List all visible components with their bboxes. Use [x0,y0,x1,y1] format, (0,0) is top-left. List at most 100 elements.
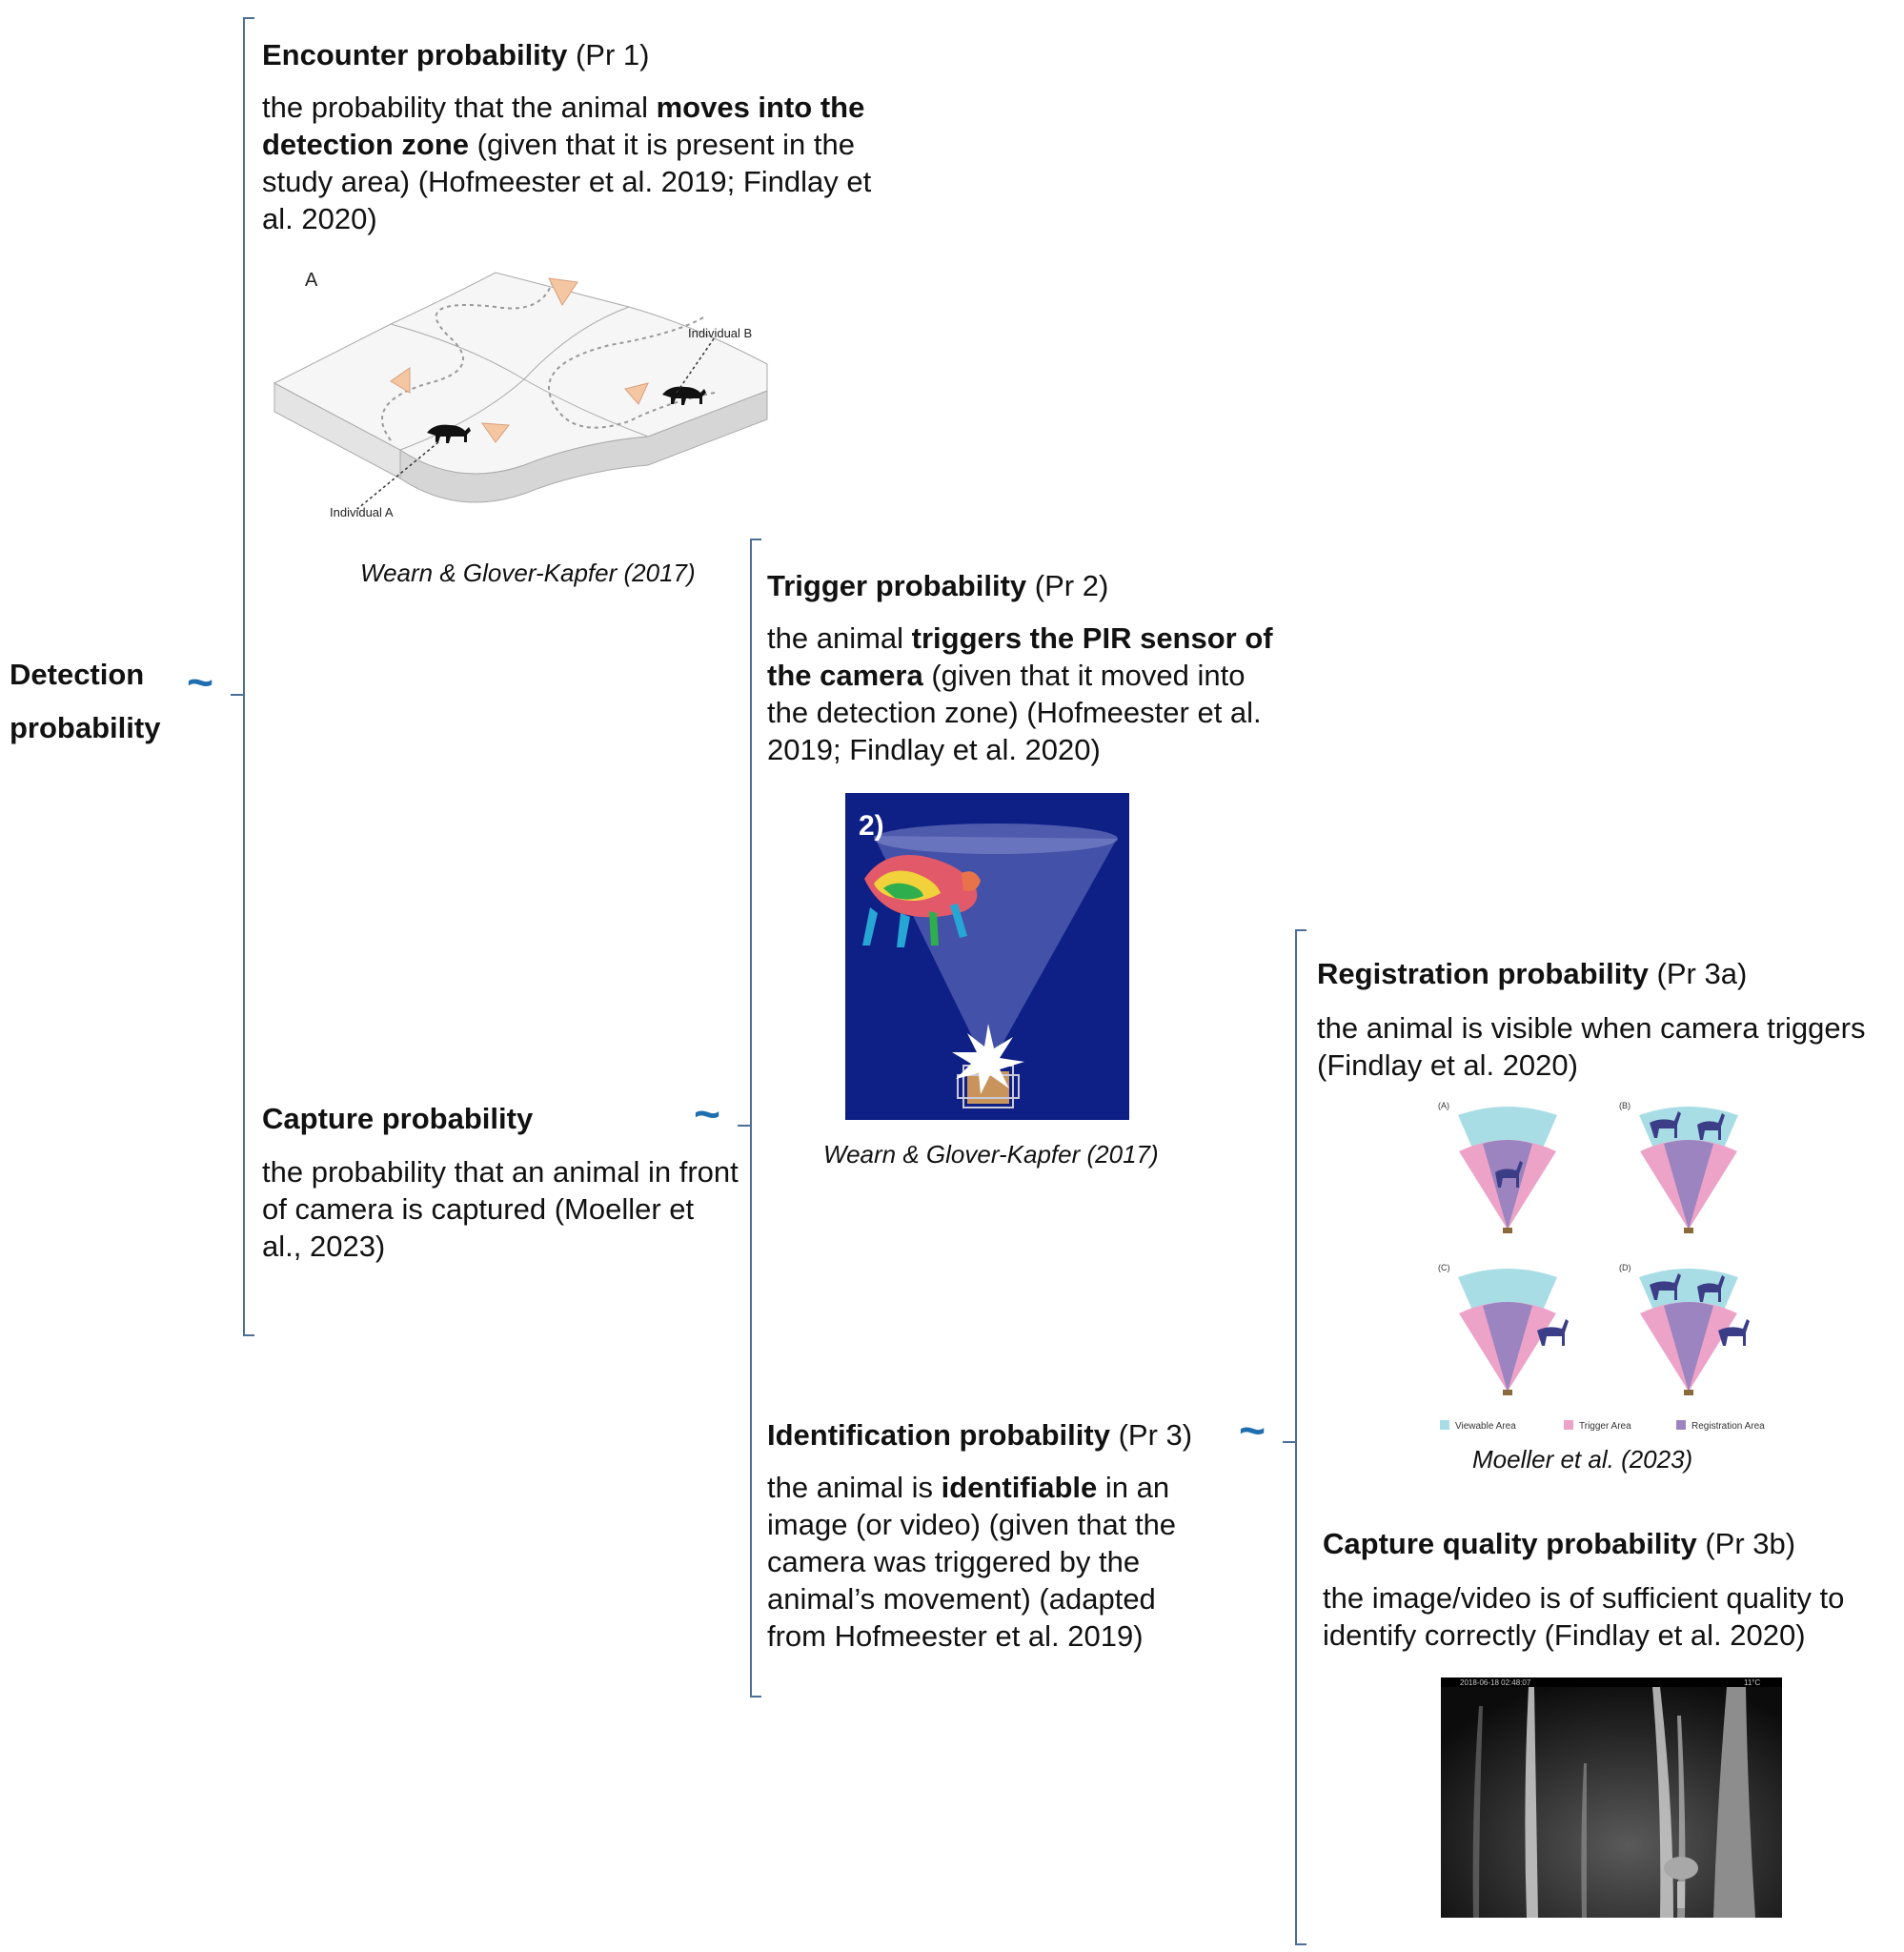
pr3a-title-tag: (Pr 3a) [1648,957,1748,990]
bracket-level3 [1295,929,1306,1945]
tree-6 [1472,1706,1483,1918]
pr3b-title-bold: Capture quality probability [1323,1527,1697,1560]
animal-individual-a [427,424,471,443]
panel-a-animal [1495,1161,1523,1188]
trigger-panel-label: 2) [859,810,884,842]
registration-panel-b: (B) [1619,1101,1738,1233]
pr3b-description: the image/video is of sufficient quality… [1323,1581,1845,1652]
bracket-level1 [243,17,254,1336]
pr2-desc-c: (given that it moved into the detection … [767,659,1262,766]
pr3a-title: Registration probability (Pr 3a) [1317,955,1747,993]
pr2-title: Trigger probability (Pr 2) [767,567,1108,605]
pr3-description: the animal is identifiable in an image (… [767,1469,1215,1655]
path-individual-a [381,279,554,441]
capture-title: Capture probability [262,1100,533,1138]
tilde-root: ~ [187,658,214,708]
photo-animal-tail [1677,1881,1685,1908]
pr3-desc-b: identifiable [941,1471,1098,1504]
pr2-title-tag: (Pr 2) [1026,569,1109,602]
root-label-line2: probability [10,711,161,744]
pr1-description: the probability that the animal moves in… [262,89,872,237]
cone-rim [874,824,1118,854]
root-label-line1: Detection [10,658,145,691]
terrain-top [273,272,768,475]
connector-capture [738,1125,751,1127]
pr3-desc-a: the animal is [767,1471,942,1504]
registration-panel-a: (A) [1438,1101,1557,1233]
bracket-level2 [750,539,761,1698]
camera-cone-2 [390,367,411,394]
panel-b-animal-2 [1697,1113,1725,1140]
panel-d-label: (D) [1619,1263,1631,1272]
panel-d-animal-2 [1697,1275,1725,1302]
tilde-pr3: ~ [1239,1406,1266,1456]
pr3-title-bold: Identification probability [767,1418,1110,1452]
camera-cone-3 [480,422,510,443]
capture-description: the probability that an animal in front … [262,1155,739,1263]
panel-d-animal-1 [1650,1273,1681,1300]
root-label: Detection probability [10,648,160,755]
trigger-figure: 2) [845,793,1129,1120]
pr2-description: the animal triggers the PIR sensor of th… [767,620,1286,768]
pr3-desc-c: in an image (or video) (given that the c… [767,1471,1177,1653]
registration-figure: (A) (B) (C) (D) Viewable Are [1438,1101,1765,1432]
pr2-citation: Wearn & Glover-Kapfer (2017) [823,1140,1159,1169]
legend-trigger: Trigger Area [1579,1421,1631,1432]
pr3-title-tag: (Pr 3) [1109,1418,1193,1452]
legend-swatch-trigger [1564,1420,1573,1430]
legend-registration: Registration Area [1691,1421,1765,1432]
tree-4 [1713,1687,1755,1918]
camera-cone-1 [548,277,578,306]
panel-c-animal [1537,1319,1569,1346]
panel-c-label: (C) [1438,1263,1450,1272]
camera-cone-4 [624,382,649,405]
photo-timestamp: 2018-06-18 02:48:07 [1460,1678,1531,1687]
animal-individual-b [662,386,706,405]
pr1-desc-c: (given that it is present in the study a… [262,128,872,235]
encounter-panel-label: A [305,270,318,291]
registration-panel-c: (C) [1438,1263,1569,1395]
pr3a-description: the animal is visible when camera trigge… [1317,1011,1866,1082]
tree-2 [1652,1687,1673,1918]
photo-animal [1664,1857,1698,1880]
tilde-capture: ~ [694,1089,721,1140]
pr3b-title-tag: (Pr 3b) [1696,1527,1796,1560]
legend-swatch-registration [1676,1420,1686,1430]
label-individual-a: Individual A [330,505,394,519]
pr2-title-bold: Trigger probability [767,569,1027,602]
legend-viewable: Viewable Area [1455,1421,1516,1432]
camera-trap-photo: 2018-06-18 02:48:07 11°C [1441,1678,1782,1918]
tree-5 [1581,1763,1587,1918]
photo-info-bar [1441,1678,1782,1687]
pr3-title: Identification probability (Pr 3) [767,1416,1192,1454]
flash-burst [952,1024,1024,1094]
pr1-title-tag: (Pr 1) [567,38,650,71]
legend-swatch-viewable [1440,1420,1449,1430]
pr3a-title-bold: Registration probability [1317,957,1649,990]
pr1-citation: Wearn & Glover-Kapfer (2017) [360,559,696,587]
pr1-desc-a: the probability that the animal [262,91,657,124]
pr1-desc-b: moves into the detection zone [262,91,865,161]
registration-legend: Viewable Area Trigger Area Registration … [1440,1420,1765,1432]
panel-d-animal-3 [1718,1319,1750,1346]
pr3b-title: Capture quality probability (Pr 3b) [1323,1525,1795,1563]
leader-individual-a [356,441,439,510]
path-individual-b [548,315,716,429]
label-individual-b: Individual B [688,326,752,340]
panel-a-label: (A) [1438,1101,1449,1110]
panel-b-animal-1 [1650,1111,1681,1138]
pr2-desc-b: triggers the PIR sensor of the camera [767,621,1273,692]
panel-b-label: (B) [1619,1101,1631,1110]
photo-temperature: 11°C [1744,1678,1761,1687]
pr1-title-bold: Encounter probability [262,38,568,71]
tree-1 [1525,1687,1538,1918]
thermal-animal [862,855,981,947]
capture-title-bold: Capture probability [262,1102,534,1135]
pr3a-citation: Moeller et al. (2023) [1472,1445,1693,1474]
registration-panel-d: (D) [1619,1263,1750,1395]
pr2-desc-a: the animal [767,621,912,655]
pr1-title: Encounter probability (Pr 1) [262,36,649,74]
connector-pr3 [1283,1441,1296,1443]
connector-root [231,694,244,696]
encounter-figure: A Individual A Individual B [273,270,768,519]
